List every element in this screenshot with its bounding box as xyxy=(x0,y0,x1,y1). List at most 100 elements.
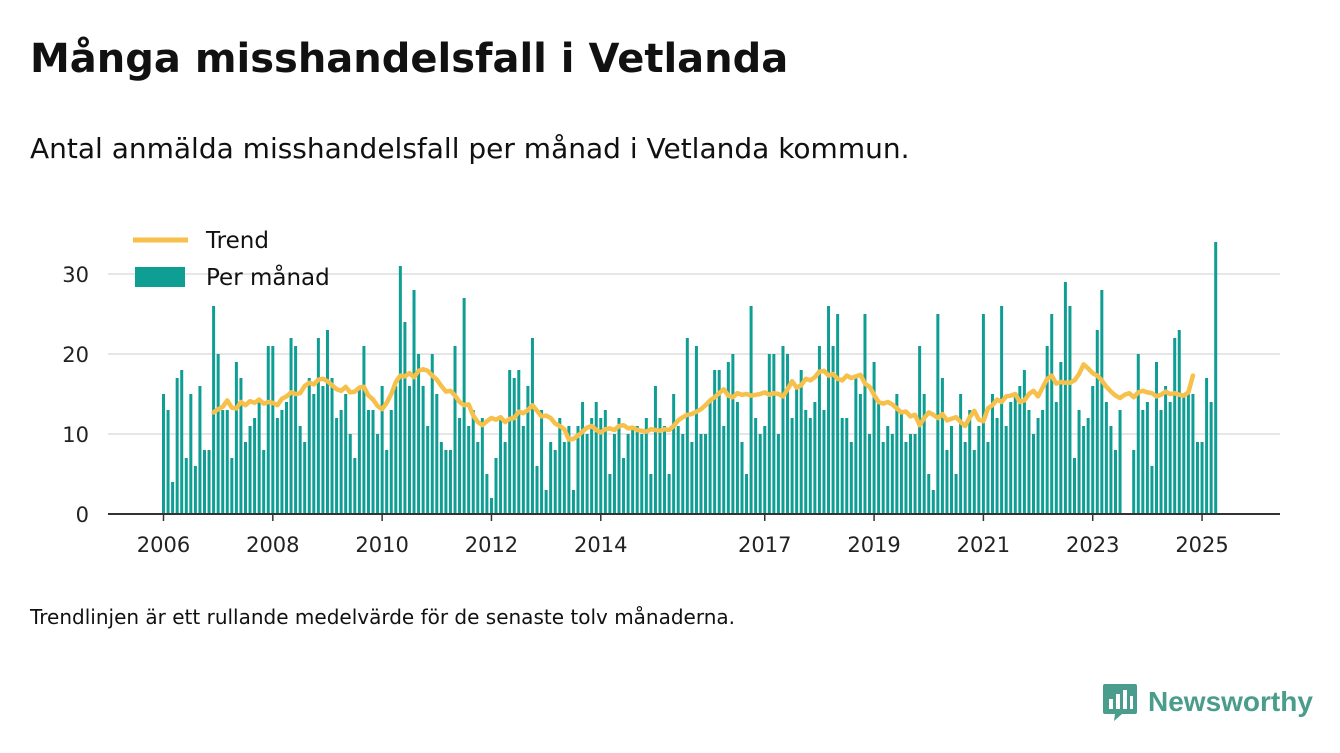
bar xyxy=(1091,386,1095,514)
bar xyxy=(567,426,571,514)
bar xyxy=(804,410,808,514)
bar xyxy=(407,386,411,514)
bar xyxy=(681,434,685,514)
bar xyxy=(1191,394,1195,514)
bar xyxy=(189,394,193,514)
bar xyxy=(1214,242,1218,514)
bar xyxy=(868,434,872,514)
bars xyxy=(162,242,1218,514)
bar xyxy=(184,458,188,514)
bar xyxy=(658,418,662,514)
bar xyxy=(1118,410,1122,514)
bar xyxy=(162,394,165,514)
bar xyxy=(389,410,393,514)
x-tick-label: 2017 xyxy=(738,533,791,557)
bar xyxy=(717,370,721,514)
x-tick-label: 2006 xyxy=(137,533,190,557)
bar xyxy=(275,418,279,514)
bar xyxy=(1086,418,1090,514)
trend-line xyxy=(211,362,1196,442)
bar xyxy=(1073,458,1076,514)
brand-logo: Newsworthy xyxy=(1102,682,1313,722)
gridlines xyxy=(108,273,1280,435)
axes: 0 10 20 30 2006 2008 2010 2012 2014 2017 2019 2021 2… xyxy=(62,263,1280,557)
bar xyxy=(398,266,402,514)
bar xyxy=(972,450,976,514)
bar xyxy=(599,418,603,514)
bar xyxy=(740,442,744,514)
bar xyxy=(549,442,553,514)
bar xyxy=(540,410,544,514)
bar xyxy=(339,410,343,514)
bar xyxy=(1168,402,1172,514)
bar xyxy=(239,378,243,514)
bar xyxy=(325,330,329,514)
bar xyxy=(380,386,384,514)
bar xyxy=(644,418,648,514)
bar xyxy=(886,426,890,514)
bar xyxy=(1004,426,1008,514)
x-tick-label: 2025 xyxy=(1175,533,1228,557)
x-tick-label: 2012 xyxy=(465,533,518,557)
bar xyxy=(394,386,398,514)
bar xyxy=(713,370,717,514)
brand-name: Newsworthy xyxy=(1148,686,1313,717)
bar xyxy=(284,402,288,514)
bar xyxy=(353,458,357,514)
bar xyxy=(890,434,894,514)
bar xyxy=(950,426,954,514)
legend-trend-label: Trend xyxy=(205,228,269,254)
bar xyxy=(1113,450,1117,514)
bar xyxy=(307,378,311,514)
bar xyxy=(795,386,799,514)
bar xyxy=(553,450,557,514)
bar xyxy=(895,394,899,514)
bar xyxy=(517,370,521,514)
bar xyxy=(968,410,972,514)
bar xyxy=(945,450,949,514)
bar xyxy=(544,490,548,514)
bar xyxy=(430,354,434,514)
bar xyxy=(1013,394,1017,514)
bar xyxy=(1032,434,1036,514)
bar xyxy=(899,410,903,514)
bar xyxy=(827,306,831,514)
bar xyxy=(526,386,530,514)
bar xyxy=(1050,314,1054,514)
bar xyxy=(1059,362,1063,514)
bar xyxy=(1195,442,1199,514)
bar xyxy=(412,290,416,514)
bar xyxy=(357,386,361,514)
bar xyxy=(1182,394,1186,514)
bar xyxy=(1159,410,1163,514)
bar xyxy=(1141,410,1145,514)
bar xyxy=(444,450,448,514)
bar xyxy=(745,474,749,514)
bar xyxy=(676,426,680,514)
bar xyxy=(248,426,252,514)
bar xyxy=(845,418,849,514)
bar xyxy=(585,434,589,514)
bar xyxy=(631,426,635,514)
bar xyxy=(877,402,881,514)
footnote: Trendlinjen är ett rullande medelvärde f… xyxy=(30,605,736,629)
x-tick-label: 2014 xyxy=(574,533,627,557)
bar xyxy=(694,346,698,514)
bar xyxy=(1186,394,1190,514)
x-tick-label: 2021 xyxy=(957,533,1010,557)
bar xyxy=(1009,402,1013,514)
bar xyxy=(1045,346,1049,514)
bar xyxy=(635,426,639,514)
bar xyxy=(262,450,266,514)
bar xyxy=(508,370,512,514)
bar xyxy=(612,434,616,514)
bar xyxy=(1018,386,1022,514)
bar xyxy=(1109,426,1113,514)
bar xyxy=(790,418,794,514)
bar xyxy=(257,402,261,514)
bar xyxy=(503,442,507,514)
bar xyxy=(735,402,739,514)
bar xyxy=(836,314,840,514)
bar xyxy=(1145,402,1149,514)
bar xyxy=(594,402,598,514)
